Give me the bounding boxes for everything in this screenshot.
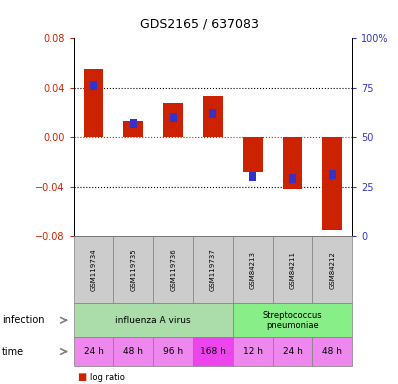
Text: time: time [2, 346, 24, 357]
Bar [209, 109, 217, 118]
Text: 24 h: 24 h [84, 347, 103, 356]
Text: 168 h: 168 h [200, 347, 226, 356]
Bar [329, 170, 336, 179]
Bar [203, 96, 223, 137]
Bar [130, 119, 137, 128]
Bar [90, 81, 97, 90]
Text: GSM119734: GSM119734 [90, 248, 97, 291]
Text: GSM119735: GSM119735 [130, 248, 137, 291]
Text: GSM119736: GSM119736 [170, 248, 176, 291]
Text: Streptococcus
pneumoniae: Streptococcus pneumoniae [263, 311, 322, 330]
Bar [322, 137, 342, 230]
Text: GSM84211: GSM84211 [289, 251, 296, 289]
Bar [163, 103, 183, 137]
Text: 24 h: 24 h [283, 347, 302, 356]
Text: infection: infection [2, 315, 45, 325]
Bar [170, 113, 177, 122]
Bar [243, 137, 263, 172]
Bar [249, 172, 256, 181]
Bar [123, 121, 143, 137]
Text: ■: ■ [78, 372, 87, 382]
Text: GSM84213: GSM84213 [250, 251, 256, 289]
Text: 12 h: 12 h [243, 347, 263, 356]
Text: log ratio: log ratio [90, 373, 125, 382]
Text: GSM119737: GSM119737 [210, 248, 216, 291]
Text: GDS2165 / 637083: GDS2165 / 637083 [140, 17, 258, 30]
Text: influenza A virus: influenza A virus [115, 316, 191, 325]
Bar [289, 174, 296, 183]
Text: 96 h: 96 h [163, 347, 183, 356]
Bar [84, 69, 103, 137]
Text: 48 h: 48 h [322, 347, 342, 356]
Text: 48 h: 48 h [123, 347, 143, 356]
Text: GSM84212: GSM84212 [329, 251, 336, 289]
Bar [283, 137, 302, 189]
